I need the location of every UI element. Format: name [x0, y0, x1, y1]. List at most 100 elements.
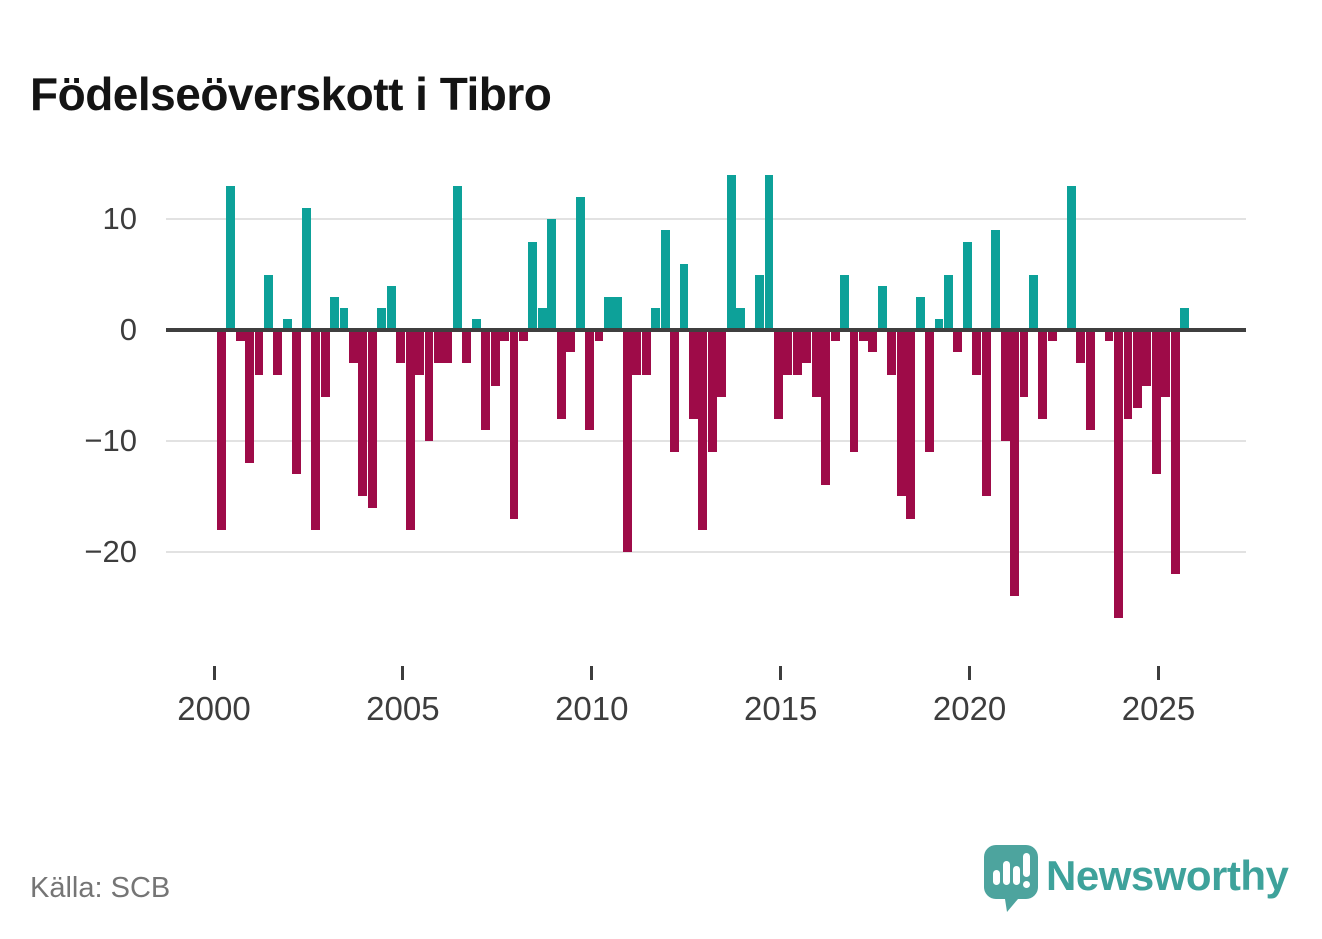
gridline-y--20	[166, 551, 1246, 553]
bar-2006-q3	[462, 330, 472, 364]
bar-2002-q4	[320, 330, 330, 397]
bar-2016-q1	[821, 330, 831, 486]
bar-2010-q1	[594, 330, 604, 342]
bar-2012-q4	[698, 330, 708, 530]
x-axis-label-2015: 2015	[743, 690, 818, 727]
bar-2006-q1	[443, 330, 453, 364]
bar-2022-q3	[1066, 186, 1076, 331]
x-axis-label-2020: 2020	[932, 690, 1007, 727]
bar-2019-q4	[962, 241, 972, 331]
bar-2005-q1	[405, 330, 415, 530]
bar-2013-q1	[707, 330, 717, 453]
bar-2014-q2	[755, 274, 764, 331]
bar-2007-q2	[490, 330, 500, 386]
x-axis-tick-2025	[1157, 666, 1160, 680]
bar-2021-q4	[1038, 330, 1048, 419]
bar-2024-q4	[1151, 330, 1161, 475]
bar-2007-q1	[481, 330, 491, 430]
bar-2009-q1	[556, 330, 566, 419]
bar-2003-q4	[358, 330, 368, 497]
bar-2015-q4	[811, 330, 821, 397]
bar-2009-q4	[585, 330, 594, 430]
bar-2001-q1	[254, 330, 264, 375]
bar-2006-q2	[452, 186, 462, 331]
y-axis-label-0: 0	[119, 312, 137, 348]
bar-2023-q3	[1104, 330, 1114, 342]
x-axis-tick-2020	[968, 666, 972, 680]
bar-2020-q3	[991, 230, 1001, 331]
bar-2013-q3	[726, 174, 736, 331]
bar-2016-q3	[840, 274, 849, 331]
bar-2013-q4	[736, 308, 746, 331]
bar-2016-q4	[849, 330, 859, 453]
bar-2000-q4	[245, 330, 254, 464]
bar-2020-q4	[1000, 330, 1010, 442]
bar-2007-q3	[500, 330, 509, 342]
bar-2001-q2	[264, 274, 273, 331]
bar-2021-q1	[1010, 330, 1019, 597]
bar-2021-q2	[1019, 330, 1029, 397]
bar-2012-q3	[689, 330, 698, 419]
bar-2007-q4	[509, 330, 519, 519]
bar-2000-q2	[226, 186, 236, 331]
bar-2022-q1	[1047, 330, 1057, 342]
bar-2025-q3	[1180, 308, 1189, 331]
newsworthy-wordmark: Newsworthy	[1046, 852, 1289, 899]
zero-line	[166, 328, 1246, 333]
y-axis-label--20: −20	[84, 534, 137, 569]
bar-2003-q3	[349, 330, 358, 364]
bar-2024-q1	[1123, 330, 1133, 419]
x-axis-tick-2010	[590, 666, 594, 680]
bar-2018-q2	[906, 330, 916, 519]
bar-2018-q4	[925, 330, 934, 453]
bar-2012-q1	[670, 330, 679, 453]
bar-2008-q2	[528, 241, 538, 331]
bar-2002-q2	[301, 208, 311, 331]
bar-2004-q3	[386, 285, 396, 331]
newsworthy-logo: Newsworthy	[982, 843, 1302, 915]
bar-2015-q3	[802, 330, 812, 364]
bar-2008-q3	[537, 308, 547, 331]
bar-2020-q1	[972, 330, 982, 375]
bar-2025-q2	[1170, 330, 1180, 575]
bar-2001-q3	[273, 330, 283, 375]
x-axis-tick-2000	[212, 666, 216, 680]
bar-2016-q2	[830, 330, 840, 342]
bar-2020-q2	[981, 330, 991, 497]
bar-2000-q3	[235, 330, 245, 342]
page-title: Födelseöverskott i Tibro	[30, 67, 552, 120]
bar-2004-q4	[396, 330, 406, 364]
bar-2011-q4	[660, 230, 670, 331]
bar-2018-q3	[915, 296, 925, 331]
bar-2000-q1	[216, 330, 226, 530]
bar-2017-q1	[859, 330, 868, 342]
bar-2009-q3	[575, 197, 585, 331]
x-axis-label-2025: 2025	[1121, 690, 1196, 727]
bar-2009-q2	[566, 330, 576, 353]
bar-2014-q3	[764, 174, 774, 331]
bar-2006-q4	[471, 319, 481, 331]
bar-2004-q1	[367, 330, 377, 508]
bar-2021-q3	[1029, 274, 1038, 331]
bar-2022-q4	[1076, 330, 1086, 364]
bar-2002-q1	[292, 330, 302, 475]
bar-2013-q2	[717, 330, 727, 397]
bar-2005-q2	[415, 330, 424, 375]
bar-2015-q1	[783, 330, 793, 375]
y-axis-label--10: −10	[84, 423, 137, 459]
bar-2025-q1	[1161, 330, 1171, 397]
bar-2018-q1	[896, 330, 906, 497]
source-caption: Källa: SCB	[30, 872, 171, 904]
bar-2008-q4	[547, 219, 557, 331]
x-axis-label-2000: 2000	[177, 690, 251, 727]
bar-2012-q2	[679, 263, 689, 331]
bar-2017-q3	[877, 285, 887, 331]
bar-2014-q4	[774, 330, 783, 419]
y-axis-label-10: 10	[102, 201, 137, 237]
x-axis-tick-2005	[401, 666, 405, 680]
bar-2003-q1	[330, 296, 339, 331]
bar-2005-q3	[424, 330, 434, 442]
bar-2001-q4	[282, 319, 292, 331]
bar-2011-q1	[632, 330, 642, 375]
